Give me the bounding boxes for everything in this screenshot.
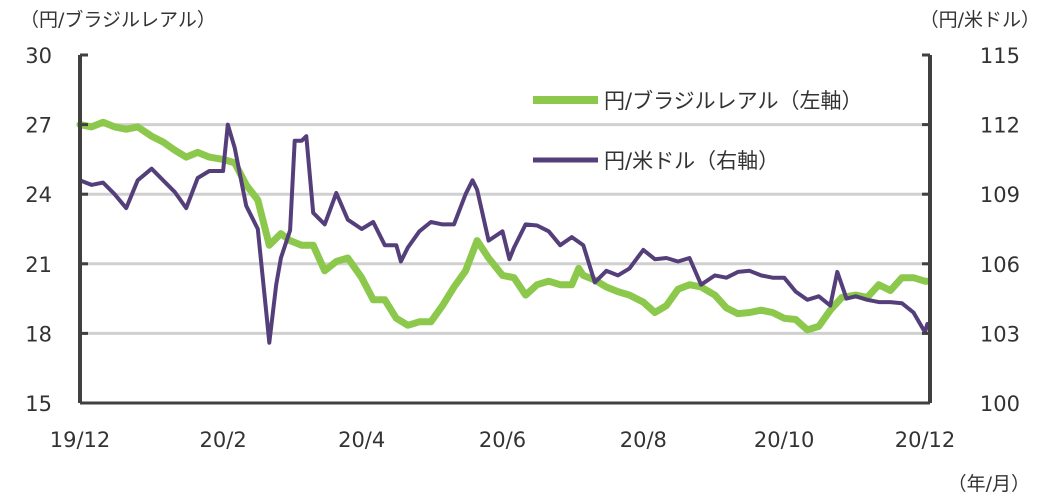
x-tick-label: 20/2 (200, 428, 247, 452)
left-y-tick-label: 15 (25, 392, 52, 416)
legend-label-usd: 円/米ドル（右軸） (604, 149, 779, 173)
gridlines (80, 123, 930, 335)
tick-labels: 30 27 24 21 18 15 115 112 109 106 103 100 19/12 20/2 2… (25, 44, 1020, 452)
x-tick-label: 20/8 (620, 428, 667, 452)
x-tick-label: 20/6 (479, 428, 526, 452)
left-axis-label: （円/ブラジルレアル） (20, 8, 216, 31)
right-axis-label: （円/米ドル） (920, 9, 1040, 31)
legend: 円/ブラジルレアル（左軸） 円/米ドル（右軸） (533, 89, 862, 173)
series-line-brl (76, 118, 931, 334)
x-axis-label: （年/月） (948, 473, 1030, 495)
axes (78, 53, 932, 405)
left-y-tick-label: 18 (25, 322, 52, 346)
left-y-tick-label: 21 (25, 253, 52, 277)
right-y-tick-label: 100 (980, 392, 1020, 416)
x-tick-label: 19/12 (50, 428, 111, 452)
left-y-tick-label: 24 (25, 183, 52, 207)
right-y-tick-label: 112 (980, 114, 1020, 138)
x-tick-label: 20/4 (338, 428, 385, 452)
right-y-tick-label: 103 (980, 322, 1020, 346)
series-line-usd (78, 122, 930, 345)
x-tick-label: 20/12 (895, 428, 956, 452)
series-lines (76, 118, 931, 345)
right-y-tick-label: 109 (980, 183, 1020, 207)
left-y-tick-label: 27 (25, 114, 52, 138)
x-tick-label: 20/10 (754, 428, 815, 452)
right-y-tick-label: 115 (980, 44, 1020, 68)
legend-label-brl: 円/ブラジルレアル（左軸） (604, 89, 862, 113)
left-y-tick-label: 30 (25, 44, 52, 68)
right-y-tick-label: 106 (980, 253, 1020, 277)
